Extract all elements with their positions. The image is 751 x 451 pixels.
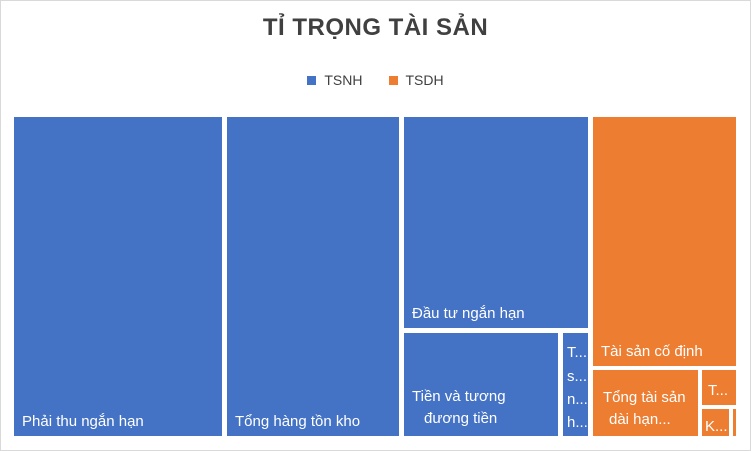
tile-label-line-2: dài hạn... <box>609 411 671 428</box>
tile-tai-san-ngan-han-khac: T... s... n... h... <box>563 333 588 436</box>
tile-tai-san-co-dinh: Tài sản cố định <box>593 117 736 366</box>
tile-label-line-4: h... <box>567 414 588 431</box>
tile-rect <box>702 409 729 436</box>
tile-t: T... <box>702 370 736 405</box>
tile-rect <box>702 370 736 405</box>
tile-label-line-1: T... <box>708 382 728 399</box>
tile-rect <box>14 117 222 436</box>
legend-item-tsdh: TSDH <box>388 72 444 88</box>
tile-rect <box>593 370 698 436</box>
tile-rect <box>404 333 558 436</box>
tile-label-line-1: Đầu tư ngắn hạn <box>412 305 525 322</box>
tile-unlabeled <box>733 409 736 436</box>
legend: TSNH TSDH <box>0 72 751 88</box>
tile-k: K... <box>702 409 729 436</box>
tile-rect <box>593 117 736 366</box>
tile-tien-va-tuong-duong-tien: Tiền và tương đương tiền <box>404 333 558 436</box>
tile-label-line-2: s... <box>567 368 587 385</box>
tile-tong-tai-san-dai-han-khac: Tổng tài sản dài hạn... <box>593 370 698 436</box>
tile-label-line-3: n... <box>567 391 588 408</box>
tile-label-line-1: Tổng hàng tồn kho <box>235 413 360 430</box>
chart-title: TỈ TRỌNG TÀI SẢN <box>262 14 489 41</box>
tile-rect <box>227 117 399 436</box>
tile-dau-tu-ngan-han: Đầu tư ngắn hạn <box>404 117 588 328</box>
tile-tong-hang-ton-kho: Tổng hàng tồn kho <box>227 117 399 436</box>
legend-item-tsnh: TSNH <box>307 72 363 88</box>
tile-label-line-1: Tài sản cố định <box>601 343 703 360</box>
tile-label-line-1: Tổng tài sản <box>603 389 686 406</box>
tile-label-line-1: Phải thu ngắn hạn <box>22 413 144 430</box>
tile-phai-thu-ngan-han: Phải thu ngắn hạn <box>14 117 222 436</box>
legend-swatch-tsnh <box>307 75 317 85</box>
tile-label-line-1: K... <box>705 418 728 435</box>
tile-rect <box>733 409 736 436</box>
legend-swatch-tsdh <box>388 75 398 85</box>
tile-label-line-2: đương tiền <box>424 410 497 427</box>
tile-rect <box>404 117 588 328</box>
legend-label-tsnh: TSNH <box>324 72 363 88</box>
tile-label-line-1: T... <box>567 344 587 361</box>
legend-label-tsdh: TSDH <box>405 72 444 88</box>
tile-rect <box>563 333 588 436</box>
tile-label-line-1: Tiền và tương <box>412 388 506 405</box>
